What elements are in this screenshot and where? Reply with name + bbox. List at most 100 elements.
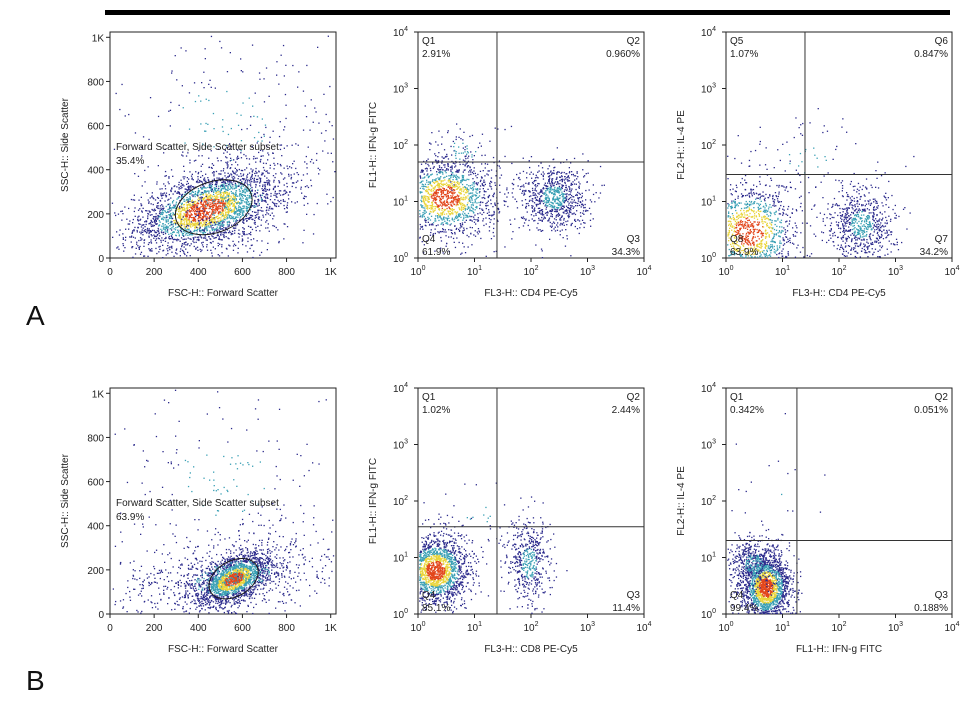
plot-frame [725,31,953,259]
gate-label: Forward Scatter, Side Scatter subset [116,142,279,153]
quadrant-name: Q1 [730,392,744,403]
x-axis-label: FSC-H:: Forward Scatter [168,288,279,299]
quadrant-name: Q4 [730,590,744,601]
quadrant-name: Q2 [627,392,641,403]
quadrant-percent: 99.4% [730,603,758,614]
x-tick-label: 1K [325,267,338,278]
y-axis-label: SSC-H:: Side Scatter [60,453,71,548]
x-tick-label: 1K [325,623,338,634]
y-tick-label: 102 [701,495,716,508]
y-tick-label: 101 [701,552,716,565]
x-axis-label: FL1-H:: IFN-g FITC [796,644,882,655]
panel-label-b: B [26,665,45,696]
x-tick-label: 200 [146,623,163,634]
gate-ellipse [174,179,253,236]
quadrant-percent: 11.4% [612,603,640,614]
quadrant-percent: 85.1% [422,603,450,614]
quadrant-percent: 63.9% [730,247,758,258]
x-tick-label: 101 [775,621,790,634]
event-dots [727,108,915,259]
x-tick-label: 400 [190,623,207,634]
plot-frame [417,31,645,259]
quadrant-percent: 0.051% [914,405,948,416]
gate-ellipse [208,557,259,600]
y-axis-label: FL2-H:: IL-4 PE [676,110,687,180]
x-tick-label: 0 [107,267,113,278]
y-tick-label: 1K [92,33,105,44]
quadrant-name: Q6 [935,36,949,47]
x-tick-label: 102 [831,621,846,634]
x-axis-label: FL3-H:: CD4 PE-Cy5 [792,288,886,299]
quadrant-percent: 0.188% [914,603,948,614]
y-tick-label: 100 [701,608,716,621]
y-tick-label: 0 [98,610,104,621]
y-tick-label: 600 [87,122,104,133]
gate-percent: 63.9% [116,512,144,523]
y-axis-label: SSC-H:: Side Scatter [60,97,71,192]
event-dots [419,123,605,259]
y-tick-label: 600 [87,478,104,489]
x-tick-label: 200 [146,267,163,278]
panel-label-a: A [26,300,45,331]
quadrant-percent: 0.960% [606,49,640,60]
y-tick-label: 103 [701,439,716,452]
quadrant-name: Q3 [935,590,949,601]
quadrant-name: Q4 [422,590,436,601]
x-tick-label: 0 [107,623,113,634]
quadrant-percent: 34.2% [920,247,948,258]
quadrant-percent: 0.342% [730,405,764,416]
y-tick-label: 800 [87,433,104,444]
quadrant-name: Q3 [627,234,641,245]
quadrant-percent: 0.847% [914,49,948,60]
quadrant-percent: 2.44% [612,405,640,416]
x-axis-label: FSC-H:: Forward Scatter [168,644,279,655]
x-tick-label: 400 [190,267,207,278]
x-tick-label: 104 [944,621,959,634]
quadrant-percent: 61.9% [422,247,450,258]
y-tick-label: 104 [701,382,716,395]
event-dots [419,482,568,614]
quadrant-name: Q4 [422,234,436,245]
quadrant-name: Q5 [730,36,744,47]
event-dots [111,35,336,259]
y-axis-label: FL2-H:: IL-4 PE [676,466,687,536]
y-tick-label: 400 [87,522,104,533]
y-tick-label: 200 [87,566,104,577]
gate-label: Forward Scatter, Side Scatter subset [116,498,279,509]
event-dots [112,389,335,615]
y-tick-label: 400 [87,166,104,177]
y-tick-label: 800 [87,77,104,88]
quadrant-percent: 34.3% [612,247,640,258]
x-tick-label: 600 [234,267,251,278]
x-axis-label: FL3-H:: CD8 PE-Cy5 [484,644,578,655]
quadrant-name: Q8 [730,234,744,245]
quadrant-name: Q3 [627,590,641,601]
event-dots [727,413,826,615]
x-tick-label: 600 [234,623,251,634]
y-axis-label: FL1-H:: IFN-g FITC [368,102,379,188]
quadrant-name: Q7 [935,234,949,245]
quadrant-name: Q2 [935,392,949,403]
quadrant-percent: 2.91% [422,49,450,60]
quadrant-percent: 1.07% [730,49,758,60]
x-axis-label: FL3-H:: CD4 PE-Cy5 [484,288,578,299]
x-tick-label: 800 [278,267,295,278]
x-tick-label: 103 [888,621,903,634]
top-rule [105,10,950,15]
y-axis-label: FL1-H:: IFN-g FITC [368,458,379,544]
x-tick-label: 100 [718,621,733,634]
y-tick-label: 1K [92,389,105,400]
quadrant-percent: 1.02% [422,405,450,416]
quadrant-name: Q1 [422,36,436,47]
x-tick-label: 800 [278,623,295,634]
quadrant-name: Q1 [422,392,436,403]
y-tick-label: 200 [87,210,104,221]
quadrant-name: Q2 [627,36,641,47]
y-tick-label: 0 [98,254,104,265]
